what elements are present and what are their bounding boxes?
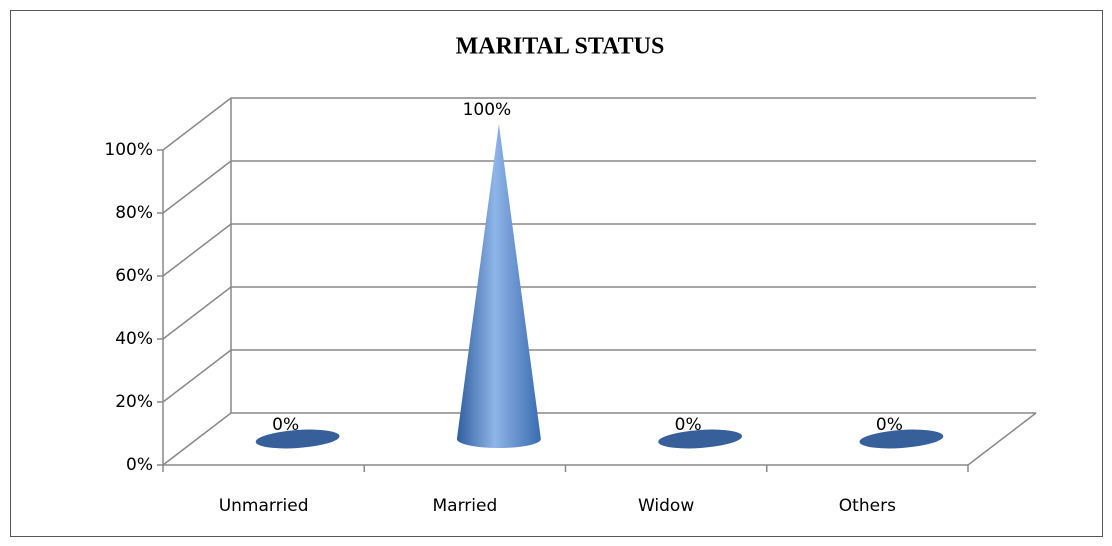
grid-line — [162, 349, 1036, 403]
x-tick-label: Unmarried — [219, 496, 309, 516]
cone — [456, 124, 541, 448]
y-tick-label: 100% — [104, 140, 153, 160]
x-tick-label: Others — [839, 496, 896, 516]
grid-line — [162, 160, 1036, 214]
cone — [859, 429, 944, 449]
x-tick-label: Widow — [638, 496, 694, 516]
chart-title: MARITAL STATUS — [456, 34, 665, 60]
y-tick-label: 80% — [115, 203, 153, 223]
grid-line — [162, 97, 1036, 151]
grid-line — [162, 412, 1036, 466]
y-tick-label: 60% — [115, 266, 153, 286]
data-label: 0% — [675, 415, 702, 435]
x-tick-label: Married — [433, 496, 498, 516]
floor-right — [967, 412, 1037, 466]
cone — [658, 429, 743, 449]
y-tick-label: 40% — [115, 329, 153, 349]
data-label: 0% — [272, 415, 299, 435]
chart-border — [10, 10, 1103, 537]
data-label: 0% — [876, 415, 903, 435]
data-label: 100% — [463, 100, 512, 120]
y-tick-label: 20% — [115, 392, 153, 412]
grid-line — [162, 223, 1036, 277]
cone — [255, 429, 340, 449]
y-tick-label: 0% — [126, 455, 153, 475]
grid-line — [162, 286, 1036, 340]
